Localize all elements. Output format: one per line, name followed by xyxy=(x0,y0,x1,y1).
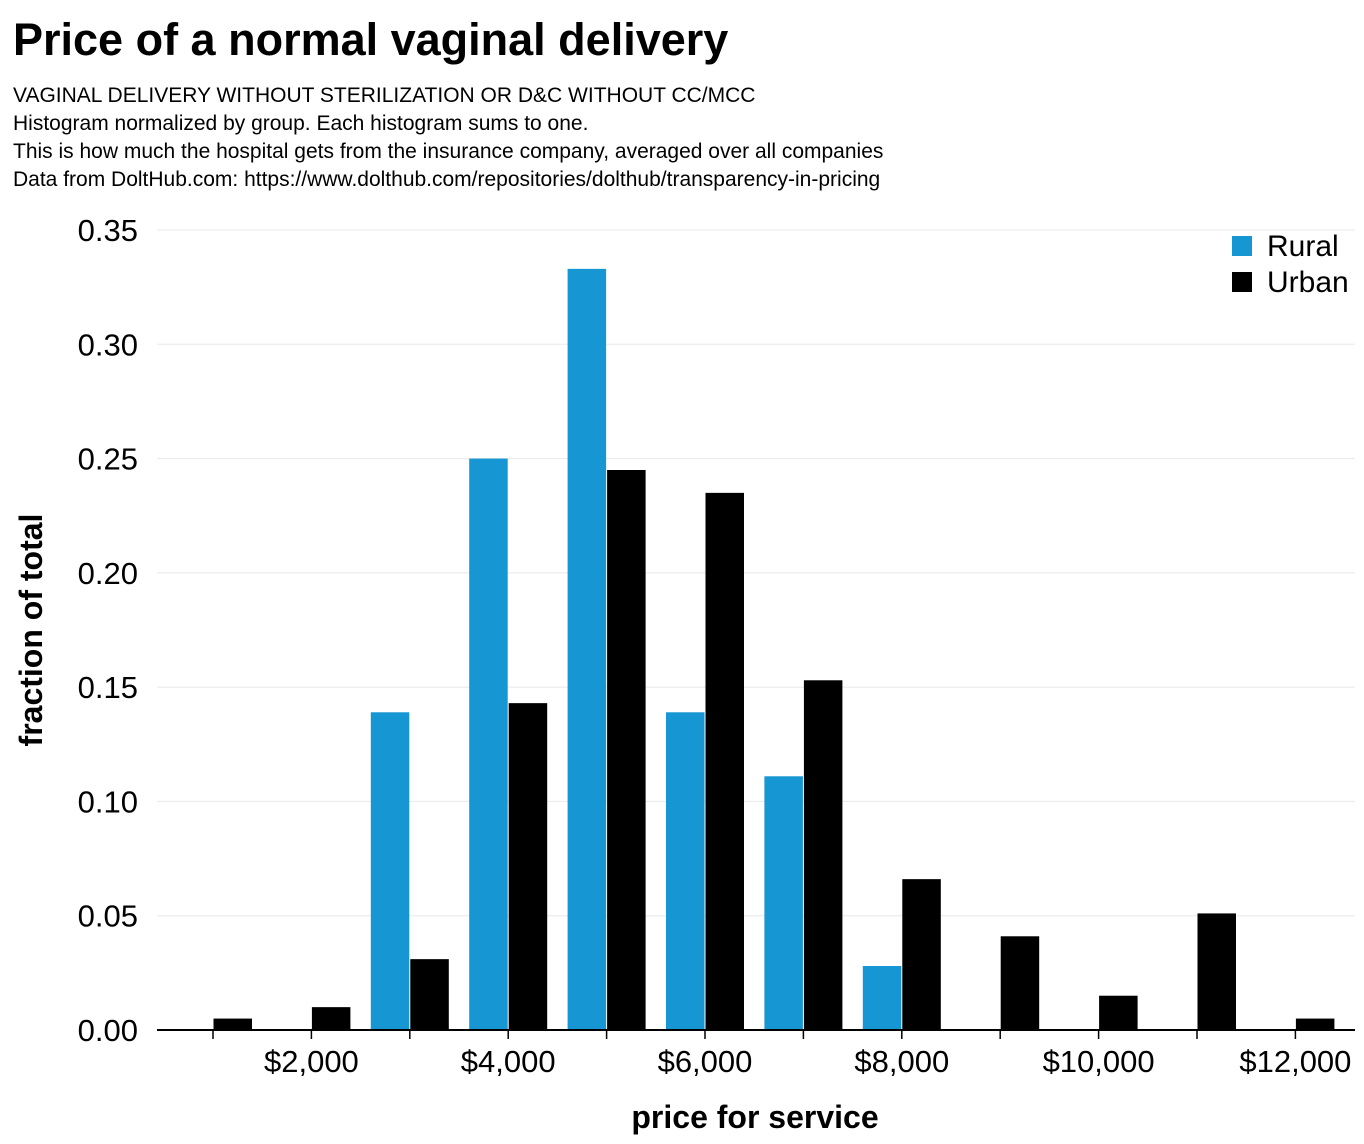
chart-title: Price of a normal vaginal delivery xyxy=(13,14,729,65)
subtitle-4: Data from DoltHub.com: https://www.dolth… xyxy=(13,168,881,191)
bar-urban xyxy=(213,1018,252,1030)
y-tick-label: 0.00 xyxy=(78,1013,138,1048)
subtitle-3: This is how much the hospital gets from … xyxy=(13,140,884,163)
legend-swatch-rural xyxy=(1232,236,1252,256)
legend-label-urban: Urban xyxy=(1267,266,1349,299)
y-tick-label: 0.30 xyxy=(78,327,138,362)
y-axis-label: fraction of total xyxy=(13,514,49,747)
bar-urban xyxy=(1000,936,1040,1030)
x-tick-label: $6,000 xyxy=(658,1044,753,1079)
bar-rural xyxy=(469,458,508,1031)
bar-rural xyxy=(862,966,902,1030)
bar-urban xyxy=(902,879,941,1030)
bar-urban xyxy=(410,959,449,1030)
x-tick-label: $8,000 xyxy=(854,1044,949,1079)
legend-label-rural: Rural xyxy=(1267,230,1339,263)
bar-urban xyxy=(1295,1018,1335,1030)
bar-rural xyxy=(567,268,607,1030)
x-tick-label: $4,000 xyxy=(461,1044,556,1079)
y-tick-label: 0.20 xyxy=(78,556,138,591)
bar-rural xyxy=(764,776,803,1030)
x-tick-label: $12,000 xyxy=(1239,1044,1351,1079)
bar-urban xyxy=(508,703,548,1030)
bar-urban xyxy=(803,680,843,1030)
bar-rural xyxy=(370,712,410,1030)
x-tick-label: $10,000 xyxy=(1043,1044,1155,1079)
x-axis-label: price for service xyxy=(631,1099,878,1135)
legend-swatch-urban xyxy=(1232,272,1252,292)
subtitle-2: Histogram normalized by group. Each hist… xyxy=(13,112,589,135)
y-tick-label: 0.05 xyxy=(78,899,138,934)
x-tick-label: $2,000 xyxy=(264,1044,359,1079)
bar-rural xyxy=(666,712,705,1030)
y-tick-label: 0.15 xyxy=(78,670,138,705)
y-tick-label: 0.25 xyxy=(78,442,138,477)
bar-urban xyxy=(1197,913,1236,1030)
y-tick-label: 0.35 xyxy=(78,213,138,248)
bar-urban xyxy=(705,492,744,1030)
bar-urban xyxy=(1099,995,1138,1030)
bar-urban xyxy=(311,1007,351,1030)
y-tick-label: 0.10 xyxy=(78,784,138,819)
subtitle-1: VAGINAL DELIVERY WITHOUT STERILIZATION O… xyxy=(13,84,756,107)
bar-urban xyxy=(607,470,646,1030)
